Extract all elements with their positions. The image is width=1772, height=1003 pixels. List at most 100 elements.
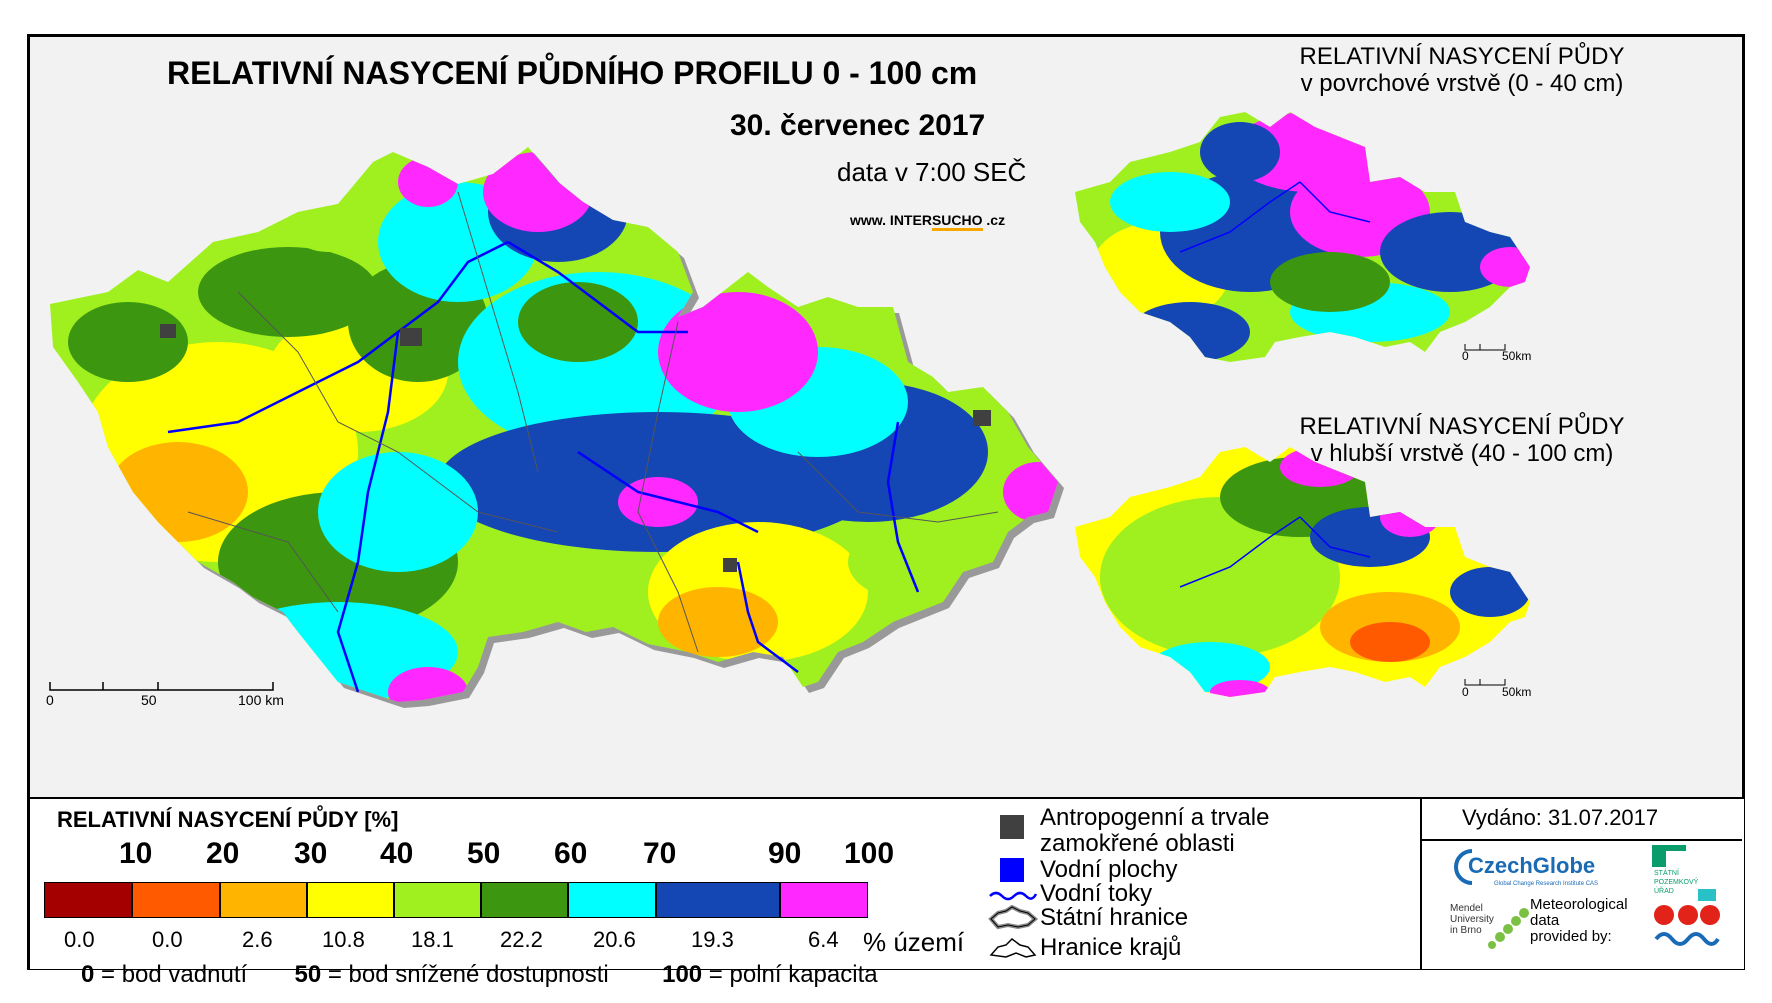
legend-class-30-40: [307, 882, 394, 918]
rivers-label: Vodní toky: [1040, 880, 1153, 907]
main-scale-label-50: 50: [141, 692, 157, 708]
deep-rivers: [1179, 516, 1371, 588]
state-border-label: Státní hranice: [1040, 904, 1189, 931]
soil-moisture-raster: [50, 147, 1058, 702]
deep-raster: [1075, 447, 1530, 697]
legend-tick-70: 70: [643, 837, 677, 870]
legend-pct-10-20: 0.0: [152, 927, 183, 952]
def-0-text: = bod vadnutí: [94, 961, 248, 988]
meteo-text: Meteorological data provided by:: [1530, 897, 1628, 945]
spu-line3: ÚŘAD: [1654, 888, 1674, 895]
legend-tick-60: 60: [554, 837, 588, 870]
legend-class-0-10: [44, 882, 132, 918]
spu-logo-bar: [1652, 845, 1686, 851]
surface-map-title: RELATIVNÍ NASYCENÍ PŮDY v povrchové vrst…: [1222, 43, 1702, 97]
region-border-icon: [989, 938, 1037, 958]
anthropogenic-label: Antropogenní a trvale zamokřené oblasti: [1040, 805, 1270, 857]
website-suffix: .cz: [982, 212, 1006, 228]
legend-class-90-100: [780, 882, 868, 918]
main-scale-bar: [49, 682, 274, 691]
mendel-logo-text: Mendel University in Brno: [1450, 903, 1494, 936]
mendel-line2: University: [1450, 914, 1494, 925]
state-border-icon: [988, 905, 1038, 930]
water-bodies-swatch: [1000, 858, 1024, 882]
czechglobe-logo: CzechGlobe: [1468, 853, 1596, 878]
legend-tick-50: 50: [467, 837, 501, 870]
def-100-value: 100: [662, 961, 703, 988]
main-map: [49, 147, 1064, 708]
spu-line2: POZEMKOVÝ: [1654, 879, 1699, 886]
surface-scale-bar: [1464, 344, 1506, 351]
main-map-title: RELATIVNÍ NASYCENÍ PŮDNÍHO PROFILU 0 - 1…: [167, 55, 978, 91]
map-poster: RELATIVNÍ NASYCENÍ PŮDNÍHO PROFILU 0 - 1…: [27, 34, 1745, 988]
legend-tick-100: 100: [844, 837, 895, 870]
legend-class-70-90: [656, 882, 780, 918]
legend-pct-70-90: 19.3: [691, 927, 734, 952]
water-bodies-label: Vodní plochy: [1040, 856, 1178, 883]
def-50-text: = bod snížené dostupnosti: [321, 961, 609, 988]
def-100-text: = polní kapacita: [702, 961, 878, 988]
river-network: [167, 240, 920, 693]
main-scale-label-100: 100 km: [238, 692, 284, 708]
mendel-line1: Mendel: [1450, 903, 1483, 914]
czechglobe-logo-icon: [1454, 849, 1473, 885]
surface-map-title-line1: RELATIVNÍ NASYCENÍ PŮDY: [1299, 43, 1625, 70]
legend-panel: RELATIVNÍ NASYCENÍ PŮDY [%] 10 20 30 40 …: [30, 797, 1420, 988]
legend-class-50-60: [481, 882, 568, 918]
deep-map: [1075, 447, 1530, 697]
legend-class-20-30: [220, 882, 307, 918]
spu-line1: STÁTNÍ: [1654, 870, 1679, 877]
legend-pct-60-70: 20.6: [593, 927, 636, 952]
anthropogenic-line1: Antropogenní a trvale: [1040, 804, 1270, 831]
legend-pct-50-60: 22.2: [500, 927, 543, 952]
spu-logo-text: STÁTNÍ POZEMKOVÝ ÚŘAD: [1654, 869, 1698, 896]
legend-class-10-20: [132, 882, 220, 918]
main-map-data-time: data v 7:00 SEČ: [837, 157, 1027, 187]
legend-class-40-50: [394, 882, 481, 918]
surface-rivers: [1179, 181, 1371, 253]
surface-scale-0: 0: [1462, 349, 1469, 363]
issued-date: Vydáno: 31.07.2017: [1462, 805, 1659, 830]
issuer-divider: [1422, 839, 1742, 841]
meteo-line2: data: [1530, 912, 1560, 929]
issuer-panel: Vydáno: 31.07.2017 CzechGlobe Global Cha…: [1420, 797, 1744, 969]
def-50-value: 50: [294, 961, 322, 988]
deep-map-title-line1: RELATIVNÍ NASYCENÍ PŮDY: [1299, 413, 1625, 440]
legend-percent-unit: % území: [863, 927, 965, 957]
legend-tick-90: 90: [768, 837, 802, 870]
def-0-value: 0: [81, 961, 95, 988]
mendel-logo-icon: [1488, 908, 1529, 949]
legend-pct-90-100: 6.4: [808, 927, 839, 952]
meteo-line3: provided by:: [1530, 928, 1612, 945]
legend-tick-10: 10: [119, 837, 153, 870]
legend-pct-40-50: 18.1: [411, 927, 454, 952]
main-scale-label-0: 0: [46, 692, 54, 708]
surface-scale-50km: 50km: [1502, 349, 1532, 363]
website-link[interactable]: www. INTERSUCHO .cz: [850, 212, 1006, 231]
deep-map-title-line2: v hlubší vrstvě (40 - 100 cm): [1310, 440, 1614, 467]
river-symbol-icon: [989, 891, 1038, 901]
legend-pct-20-30: 2.6: [242, 927, 273, 952]
legend-tick-40: 40: [380, 837, 414, 870]
meteo-line1: Meteorological: [1530, 896, 1628, 913]
surface-map: [1075, 112, 1530, 362]
deep-scale-0: 0: [1462, 685, 1469, 699]
legend-pct-0-10: 0.0: [64, 927, 95, 952]
regions-label: Hranice krajů: [1040, 934, 1182, 961]
anthropogenic-line2: zamokřené oblasti: [1040, 830, 1235, 857]
deep-scale-50km: 50km: [1502, 685, 1532, 699]
spu-logo-accent: [1698, 889, 1716, 901]
website-prefix: www. INTER: [850, 212, 932, 228]
deep-scale-bar: [1464, 679, 1506, 686]
legend-tick-30: 30: [294, 837, 328, 870]
deep-map-title: RELATIVNÍ NASYCENÍ PŮDY v hlubší vrstvě …: [1222, 413, 1702, 467]
legend-tick-20: 20: [206, 837, 240, 870]
mendel-line3: in Brno: [1450, 925, 1482, 936]
legend-title: RELATIVNÍ NASYCENÍ PŮDY [%]: [57, 807, 399, 832]
chmi-logo-icon: [1654, 905, 1720, 946]
surface-map-title-line2: v povrchové vrstvě (0 - 40 cm): [1300, 70, 1624, 97]
main-map-date: 30. červenec 2017: [730, 109, 986, 142]
legend-class-60-70: [568, 882, 656, 918]
website-mid: SUCHO: [931, 212, 983, 231]
surface-raster: [1075, 112, 1530, 362]
